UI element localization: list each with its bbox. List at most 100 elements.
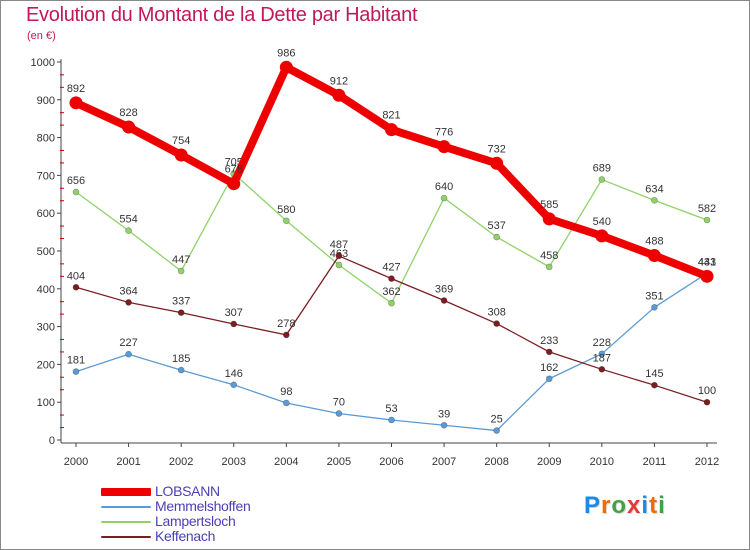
data-label-lobsann: 821 — [382, 110, 400, 122]
data-point-lobsann — [700, 269, 714, 283]
x-tick-label: 2006 — [379, 456, 403, 468]
data-label-lampertsloch: 580 — [277, 204, 295, 216]
data-point-lampertsloch — [493, 233, 500, 241]
data-label-memmelshoffen: 25 — [491, 414, 503, 426]
data-label-lobsann: 585 — [540, 199, 558, 211]
data-label-lampertsloch: 582 — [698, 203, 716, 215]
legend-item-memmelshoffen: Memmelshoffen — [101, 499, 401, 514]
legend-label: Lampertsloch — [155, 513, 236, 529]
data-point-memmelshoffen — [545, 375, 553, 383]
data-point-lobsann — [332, 88, 346, 102]
data-label-keffenach: 427 — [382, 262, 400, 274]
data-point-memmelshoffen — [177, 366, 185, 374]
data-point-memmelshoffen — [125, 350, 132, 358]
data-point-lobsann — [437, 140, 451, 154]
data-point-lobsann — [279, 60, 293, 74]
data-label-keffenach: 364 — [119, 285, 137, 297]
data-point-memmelshoffen — [388, 416, 395, 424]
y-tick-label: 400 — [37, 284, 55, 296]
x-tick-label: 2002 — [169, 456, 193, 468]
y-tick-label: 900 — [37, 95, 55, 107]
data-point-memmelshoffen — [335, 410, 343, 417]
chart-legend: LOBSANN Memmelshoffen Lampertsloch Keffenac… — [101, 484, 401, 544]
data-label-lobsann: 540 — [593, 216, 611, 228]
y-tick-label: 700 — [37, 170, 55, 182]
y-tick-label: 1000 — [31, 57, 55, 69]
data-point-keffenach — [440, 297, 448, 304]
legend-item-keffenach: Keffenach — [101, 529, 401, 544]
y-tick-label: 800 — [37, 133, 55, 145]
line-chart: 0 100 200 300 400 500 600 700 800 900 1000 2000 2001… — [31, 47, 720, 468]
legend-swatch — [101, 488, 151, 496]
data-point-lobsann — [174, 148, 188, 162]
x-tick-label: 2000 — [64, 456, 88, 468]
data-label-lampertsloch: 537 — [487, 220, 505, 232]
data-label-keffenach: 307 — [225, 307, 243, 319]
data-point-lampertsloch — [545, 263, 553, 271]
y-tick-label: 300 — [37, 322, 55, 334]
data-point-keffenach — [651, 381, 658, 389]
data-label-keffenach: 145 — [645, 368, 663, 380]
data-label-keffenach: 369 — [435, 284, 453, 296]
proxiti-logo: Proxiti — [584, 492, 666, 519]
legend-label: LOBSANN — [155, 483, 220, 499]
x-tick-label: 2003 — [222, 456, 246, 468]
data-label-lampertsloch: 656 — [67, 175, 85, 187]
data-point-lobsann — [227, 177, 241, 191]
data-label-lobsann: 828 — [119, 107, 137, 119]
data-label-lampertsloch: 554 — [119, 214, 137, 226]
data-point-lampertsloch — [72, 188, 80, 196]
data-label-lampertsloch: 447 — [172, 254, 190, 266]
data-label-memmelshoffen: 185 — [172, 353, 190, 365]
data-label-memmelshoffen: 181 — [67, 355, 85, 367]
data-point-keffenach — [72, 283, 80, 291]
data-label-lobsann: 732 — [487, 143, 505, 155]
data-label-keffenach: 308 — [487, 307, 505, 319]
data-label-memmelshoffen: 98 — [280, 386, 292, 398]
data-label-memmelshoffen: 146 — [225, 368, 243, 380]
data-point-keffenach — [177, 309, 185, 316]
x-tick-label: 2005 — [327, 456, 351, 468]
data-label-keffenach: 487 — [330, 239, 348, 251]
data-point-lampertsloch — [703, 216, 711, 224]
legend-item-lobsann: LOBSANN — [101, 484, 401, 499]
data-label-memmelshoffen: 441 — [698, 256, 716, 268]
x-tick-label: 2008 — [484, 456, 508, 468]
data-point-lobsann — [595, 229, 609, 243]
data-label-lobsann: 912 — [330, 75, 348, 87]
data-label-memmelshoffen: 228 — [593, 337, 611, 349]
legend-item-lampertsloch: Lampertsloch — [101, 514, 401, 529]
data-point-keffenach — [598, 366, 606, 373]
y-tick-label: 500 — [37, 246, 55, 258]
data-point-memmelshoffen — [493, 427, 500, 434]
data-point-keffenach — [335, 252, 343, 260]
data-label-lobsann: 754 — [172, 135, 190, 147]
data-point-memmelshoffen — [72, 368, 80, 375]
y-tick-label: 0 — [49, 435, 55, 447]
data-point-lobsann — [490, 156, 504, 170]
data-label-lampertsloch: 458 — [540, 250, 558, 262]
data-label-keffenach: 337 — [172, 296, 190, 308]
data-label-memmelshoffen: 351 — [645, 290, 663, 302]
x-tick-label: 2004 — [274, 456, 298, 468]
data-point-lampertsloch — [177, 267, 185, 275]
y-tick-label: 600 — [37, 208, 55, 220]
data-label-lobsann: 986 — [277, 47, 295, 59]
legend-swatch — [101, 506, 151, 508]
data-label-lampertsloch: 689 — [593, 163, 611, 175]
x-tick-label: 2012 — [695, 456, 719, 468]
data-label-memmelshoffen: 53 — [385, 403, 397, 415]
data-label-keffenach: 233 — [540, 335, 558, 347]
data-point-lobsann — [122, 120, 136, 134]
data-point-memmelshoffen — [230, 381, 238, 389]
data-label-lampertsloch: 634 — [645, 183, 663, 195]
data-label-memmelshoffen: 162 — [540, 362, 558, 374]
data-label-lobsann: 678 — [225, 164, 243, 176]
data-point-memmelshoffen — [440, 421, 448, 429]
data-point-lampertsloch — [283, 217, 290, 225]
data-point-keffenach — [230, 320, 238, 328]
x-tick-label: 2011 — [643, 456, 667, 468]
data-point-memmelshoffen — [283, 399, 290, 407]
data-label-memmelshoffen: 39 — [438, 408, 450, 420]
data-label-lobsann: 776 — [435, 127, 453, 139]
